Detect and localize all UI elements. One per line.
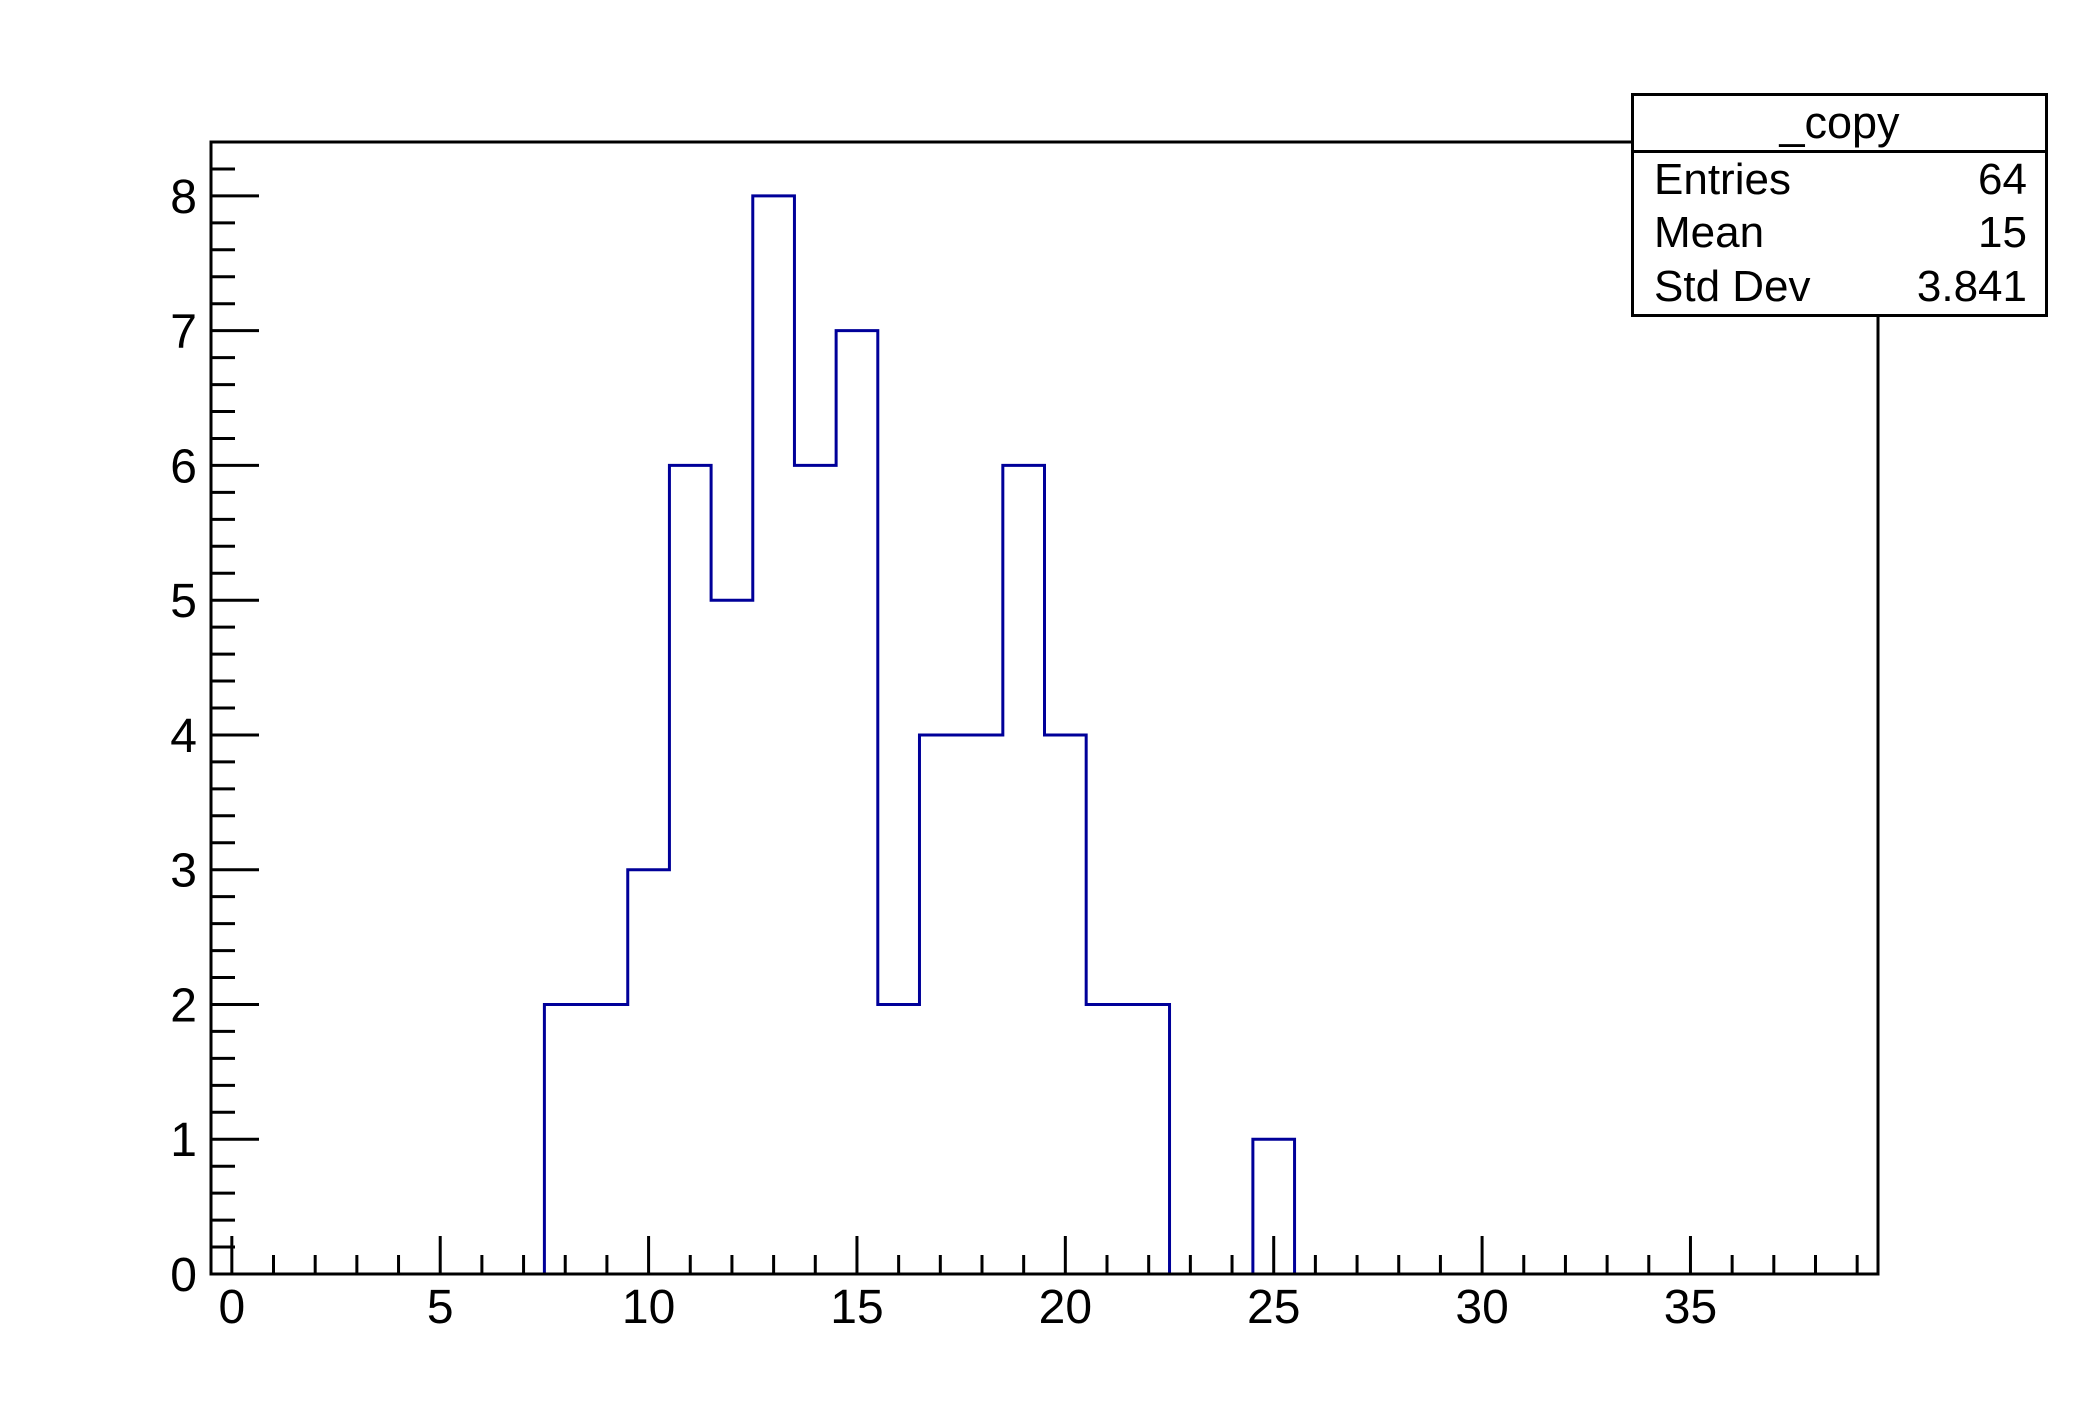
y-axis-label: 6 xyxy=(170,440,197,493)
stats-mean-value: 15 xyxy=(1978,208,2027,258)
x-axis-label: 35 xyxy=(1664,1281,1717,1334)
stats-mean-label: Mean xyxy=(1654,208,1765,258)
stats-row-mean: Mean 15 xyxy=(1634,211,2045,255)
y-axis-label: 1 xyxy=(170,1114,197,1167)
y-axis-label: 2 xyxy=(170,979,197,1032)
x-axis-label: 5 xyxy=(427,1281,454,1334)
x-axis-label: 0 xyxy=(218,1281,245,1334)
stats-entries-label: Entries xyxy=(1654,154,1791,204)
x-axis-label: 25 xyxy=(1247,1281,1300,1334)
stats-stddev-value: 3.841 xyxy=(1916,262,2027,312)
stats-box: _copy Entries 64 Mean 15 Std Dev 3.841 xyxy=(1631,93,2048,317)
stats-stddev-label: Std Dev xyxy=(1654,262,1811,312)
stats-rows: Entries 64 Mean 15 Std Dev 3.841 xyxy=(1634,153,2045,314)
stats-row-stddev: Std Dev 3.841 xyxy=(1634,265,2045,309)
x-axis-label: 15 xyxy=(830,1281,883,1334)
y-axis-label: 3 xyxy=(170,845,197,898)
y-axis-label: 5 xyxy=(170,575,197,628)
y-axis-label: 0 xyxy=(170,1249,197,1302)
x-axis-label: 10 xyxy=(622,1281,675,1334)
y-axis-label: 4 xyxy=(170,710,197,763)
histogram-line xyxy=(211,194,1878,1276)
x-axis-label: 30 xyxy=(1455,1281,1508,1334)
x-axis-label: 20 xyxy=(1039,1281,1092,1334)
stats-row-entries: Entries 64 xyxy=(1634,154,2045,204)
stats-entries-value: 64 xyxy=(1978,154,2027,204)
y-axis-label: 8 xyxy=(170,171,197,224)
y-axis-label: 7 xyxy=(170,306,197,359)
stats-title: _copy xyxy=(1634,96,2045,153)
